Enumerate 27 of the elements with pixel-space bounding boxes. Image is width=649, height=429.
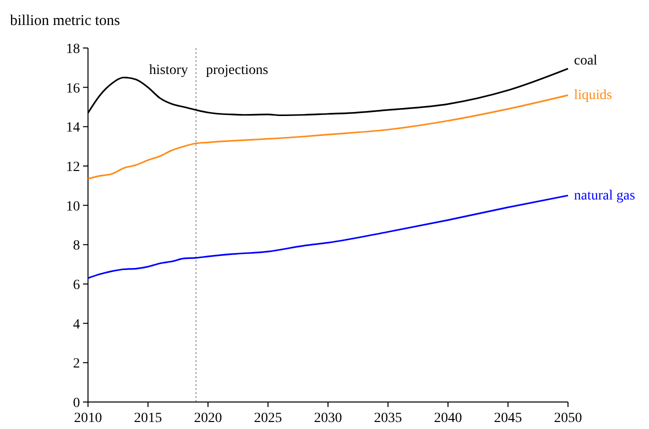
x-tick-label: 2045 — [494, 411, 522, 426]
line-series — [87, 194, 569, 279]
x-tick-label: 2050 — [554, 411, 582, 426]
annotation: projections — [206, 63, 268, 78]
series-label: natural gas — [574, 188, 636, 204]
y-tick-label: 2 — [73, 356, 80, 372]
y-axis-title: billion metric tons — [10, 13, 120, 29]
x-tick-label: 2025 — [254, 411, 282, 426]
y-tick-label: 0 — [73, 396, 80, 411]
y-tick-label: 6 — [73, 278, 80, 293]
y-tick-label: 10 — [66, 199, 80, 214]
x-tick-label: 2010 — [74, 411, 102, 426]
y-tick-label: 4 — [73, 317, 80, 332]
y-tick-label: 18 — [66, 42, 80, 57]
y-tick-label: 16 — [66, 81, 80, 96]
y-tick-label: 14 — [66, 120, 80, 136]
line-series — [87, 94, 569, 180]
y-tick-label: 8 — [73, 238, 80, 254]
series-label: coal — [574, 54, 598, 69]
x-tick-label: 2030 — [314, 411, 342, 426]
annotation: history — [149, 63, 188, 78]
x-tick-label: 2015 — [134, 411, 162, 426]
y-tick-label: 12 — [66, 160, 80, 175]
series-label: liquids — [574, 88, 612, 104]
x-tick-label: 2020 — [194, 411, 222, 426]
x-tick-label: 2035 — [374, 411, 402, 426]
x-tick-label: 2040 — [434, 411, 462, 426]
